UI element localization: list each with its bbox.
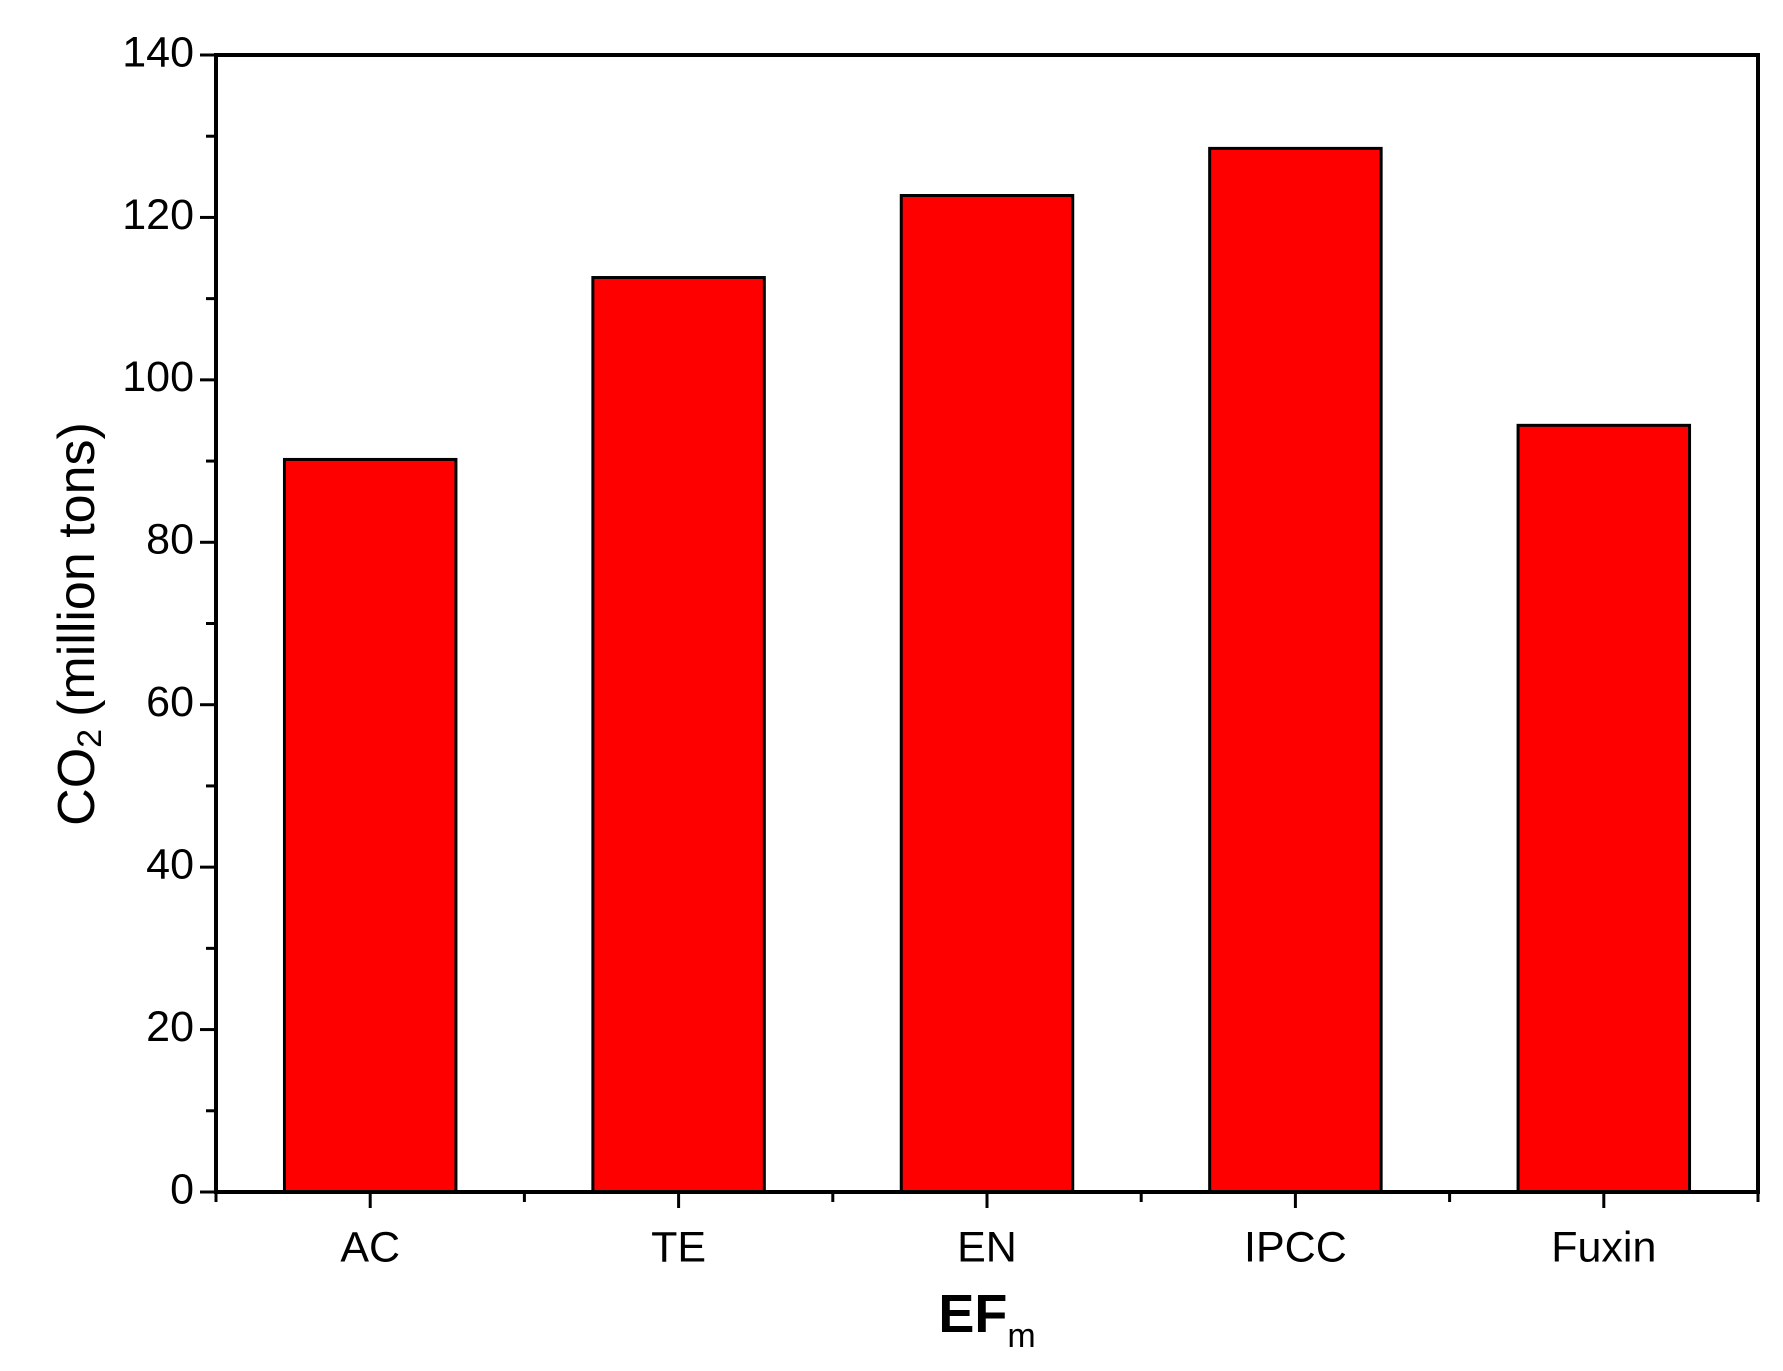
- y-tick-label: 60: [146, 678, 194, 726]
- y-axis-label: CO2 (million tons): [48, 422, 109, 826]
- x-label-main: EF: [938, 1284, 1007, 1344]
- y-tick-label: 140: [122, 28, 194, 76]
- y-tick-label: 100: [122, 353, 194, 401]
- y-tick-label: 0: [170, 1165, 194, 1213]
- y-label-subscript: 2: [71, 729, 109, 748]
- y-tick-label: 40: [146, 841, 194, 889]
- x-tick-label: EN: [957, 1223, 1017, 1271]
- y-tick-label: 80: [146, 516, 194, 564]
- y-tick-label: 120: [122, 191, 194, 239]
- bar: [1208, 146, 1383, 1194]
- y-tick-label: 20: [146, 1003, 194, 1051]
- plot-frame: [214, 53, 1760, 1194]
- x-axis-label: EFm: [938, 1284, 1035, 1355]
- bar: [591, 276, 766, 1194]
- x-tick-label: AC: [340, 1223, 400, 1271]
- x-tick-label: IPCC: [1244, 1223, 1347, 1271]
- x-tick-label: TE: [651, 1223, 706, 1271]
- y-label-unit: (million tons): [48, 422, 106, 717]
- bar: [899, 194, 1075, 1194]
- x-label-subscript: m: [1007, 1317, 1035, 1355]
- bar: [282, 457, 458, 1194]
- y-label-main: CO: [48, 748, 106, 826]
- x-tick-label: Fuxin: [1551, 1223, 1656, 1271]
- bar: [1516, 423, 1692, 1194]
